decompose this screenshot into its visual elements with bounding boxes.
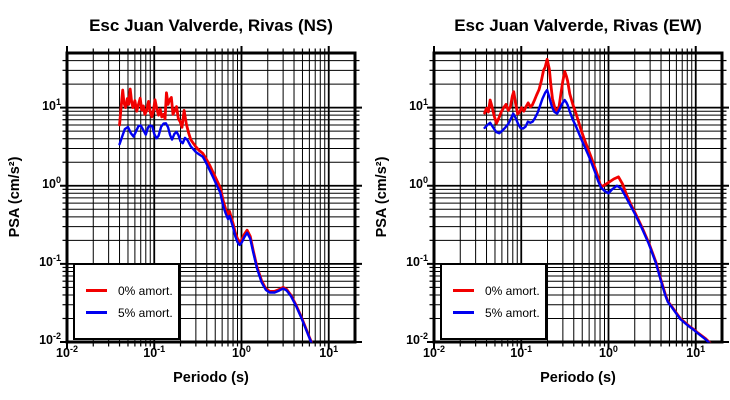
y-tick-label: 100: [409, 174, 428, 191]
data-curves: [483, 57, 712, 343]
x-tick-label: 100: [232, 343, 251, 360]
plot-frame: [65, 51, 357, 344]
legend-label-5pct: 5% amort.: [485, 305, 540, 320]
y-tick-label: 101: [409, 96, 428, 113]
legend-line-sample-5pct: [453, 311, 474, 314]
legend-item-5pct: 5% amort.: [75, 306, 178, 320]
legend-item-5pct: 5% amort.: [442, 306, 545, 320]
minor-gridlines: [434, 53, 722, 342]
plot-ns-title: Esc Juan Valverde, Rivas (NS): [89, 16, 333, 35]
y-tick-label: 10-2: [406, 330, 428, 347]
data-curves: [118, 87, 314, 343]
plot-ns-legend: 0% amort. 5% amort.: [73, 263, 180, 340]
legend-item-0pct: 0% amort.: [442, 284, 545, 298]
legend-label-0pct: 0% amort.: [118, 283, 173, 298]
y-tick-label: 101: [42, 96, 61, 113]
x-tick-label: 10-2: [423, 343, 445, 360]
x-tick-label: 100: [599, 343, 618, 360]
x-tick-label: 10-1: [143, 343, 166, 360]
x-tick-label: 10-2: [56, 343, 78, 360]
legend-line-sample-5pct: [86, 311, 107, 314]
series-line-5pct: [483, 88, 711, 343]
legend-item-0pct: 0% amort.: [75, 284, 178, 298]
plot-ns-y-axis-label: PSA (cm/s²): [7, 156, 23, 238]
legend-line-sample-0pct: [86, 289, 107, 292]
y-tick-label: 10-1: [406, 252, 428, 269]
plot-frame: [432, 51, 724, 344]
x-tick-label: 101: [319, 343, 339, 360]
plot-ew: Esc Juan Valverde, Rivas (EW) PSA (cm/s²…: [367, 0, 730, 400]
axis-ticks: [60, 46, 362, 349]
x-tick-label: 10-1: [510, 343, 533, 360]
plot-ew-legend: 0% amort. 5% amort.: [440, 263, 547, 340]
y-tick-label: 10-1: [39, 252, 61, 269]
axis-ticks: [427, 46, 729, 349]
legend-label-5pct: 5% amort.: [118, 305, 173, 320]
plot-ew-chart-area: [427, 46, 729, 349]
plot-ns-chart-area: [60, 46, 362, 349]
legend-label-0pct: 0% amort.: [485, 283, 540, 298]
series-line-5pct: [118, 122, 313, 343]
x-tick-label: 101: [686, 343, 706, 360]
y-tick-label: 10-2: [39, 330, 61, 347]
plot-ns-x-axis-label: Periodo (s): [173, 370, 249, 386]
legend-line-sample-0pct: [453, 289, 474, 292]
plot-ew-y-axis-label: PSA (cm/s²): [374, 156, 390, 238]
y-tick-label: 100: [42, 174, 61, 191]
plot-ns: Esc Juan Valverde, Rivas (NS) PSA (cm/s²…: [7, 16, 362, 386]
plot-ew-x-axis-label: Periodo (s): [540, 370, 616, 386]
plot-ew-title: Esc Juan Valverde, Rivas (EW): [454, 16, 702, 35]
